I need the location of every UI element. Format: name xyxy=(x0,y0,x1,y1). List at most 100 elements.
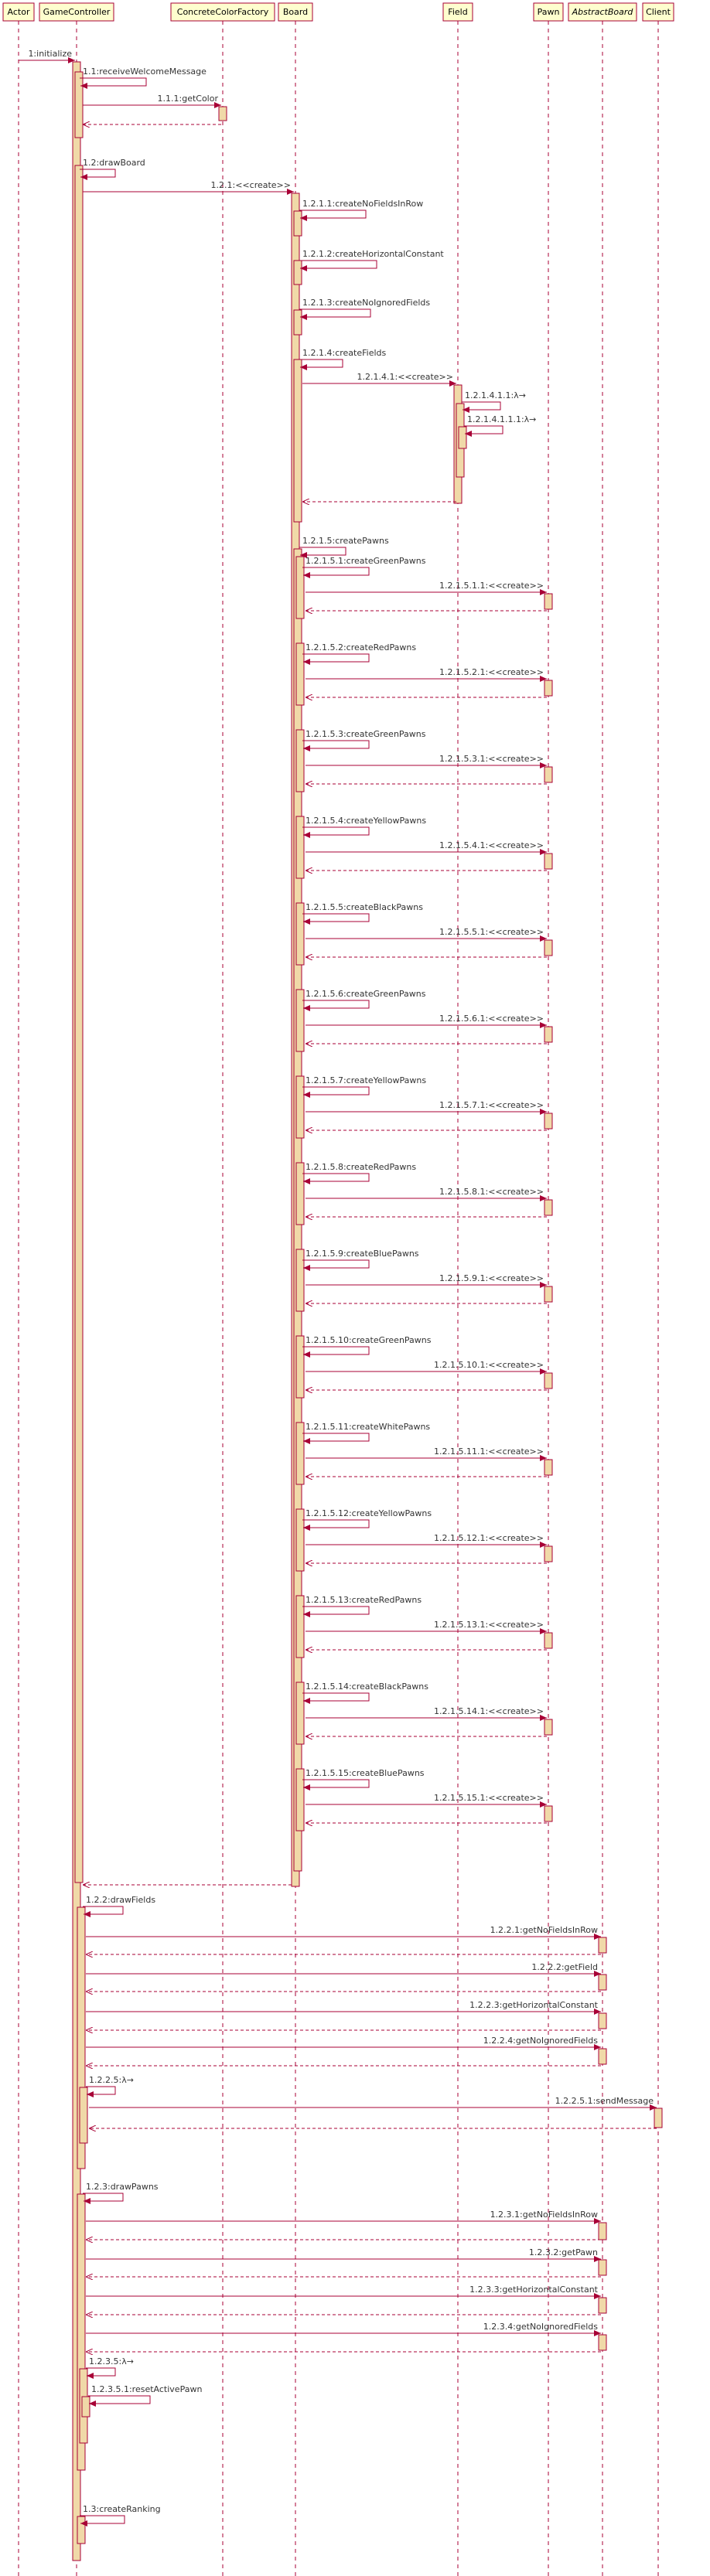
message-label: 1.2.3.2:getPawn xyxy=(529,2247,598,2257)
activation-bar xyxy=(544,1113,553,1130)
message-label: 1.2.1.5.10:createGreenPawns xyxy=(306,1335,432,1345)
activation-bar xyxy=(544,1459,553,1476)
self-message-arrow xyxy=(299,308,371,320)
self-message-arrow xyxy=(462,401,501,413)
message-label: 1.2.1.5.14:createBlackPawns xyxy=(306,1682,428,1692)
participant-label: GameController xyxy=(43,7,111,17)
activation-bar xyxy=(544,1199,553,1216)
self-message-arrow xyxy=(299,359,343,370)
activation-bar xyxy=(77,2193,86,2471)
participant-label: Client xyxy=(646,7,671,17)
message-label: 1.2.1.5.11:createWhitePawns xyxy=(306,1422,430,1432)
activation-bar xyxy=(293,359,302,523)
participant-label: AbstractBoard xyxy=(572,7,634,17)
activation-bar xyxy=(654,2107,663,2128)
activation-bar xyxy=(544,1026,553,1043)
participant-ab: AbstractBoard xyxy=(568,2,637,22)
participant-label: Pawn xyxy=(538,7,560,17)
participant-board: Board xyxy=(278,2,313,22)
activation-bar xyxy=(598,2048,607,2065)
message-label: 1.2.1.5.13:createRedPawns xyxy=(306,1595,422,1605)
message-label: 1.2.1.5.15.1:<<create>> xyxy=(434,1793,544,1803)
self-message-arrow xyxy=(302,1519,370,1531)
activation-bar xyxy=(295,816,305,879)
message-label: 1.2:drawBoard xyxy=(83,158,145,168)
activation-bar xyxy=(295,642,305,706)
activation-bar xyxy=(544,1372,553,1389)
activation-bar xyxy=(295,729,305,792)
message-label: 1.2.3.3:getHorizontalConstant xyxy=(469,2285,599,2295)
message-label: 1.2.3.4:getNoIgnoredFields xyxy=(483,2322,599,2332)
self-message-arrow xyxy=(302,567,370,578)
activation-bar xyxy=(598,1937,607,1954)
message-label: 1.2.1.3:createNoIgnoredFields xyxy=(302,298,430,308)
message-label: 1.2.1.5.1.1:<<create>> xyxy=(439,581,544,591)
message-label: 1.2.1.5.6:createGreenPawns xyxy=(306,989,426,999)
message-label: 1.2.1.5.8:createRedPawns xyxy=(306,1162,416,1172)
message-label: 1.2.1.5.2.1:<<create>> xyxy=(439,667,544,677)
participant-box xyxy=(533,2,564,22)
activation-bar xyxy=(77,2516,86,2544)
self-message-arrow xyxy=(302,913,370,925)
activation-bar xyxy=(295,1508,305,1572)
message-label: 1.2.1.5.7:createYellowPawns xyxy=(306,1075,426,1085)
activation-bar xyxy=(295,989,305,1052)
message-label: 1.2.1.5.14.1:<<create>> xyxy=(434,1706,544,1716)
activation-bar xyxy=(544,593,553,610)
participant-pawn: Pawn xyxy=(533,2,564,22)
self-message-arrow xyxy=(302,1000,370,1011)
message-label: 1.2.3.5:λ→ xyxy=(89,2356,134,2366)
self-message-arrow xyxy=(464,425,503,437)
activation-bar xyxy=(544,1286,553,1303)
message-label: 1.2.2.5.1:sendMessage xyxy=(555,2096,654,2106)
self-message-arrow xyxy=(302,1779,370,1791)
activation-bar xyxy=(544,1805,553,1822)
activation-bar xyxy=(598,2222,607,2240)
activation-bar xyxy=(598,2259,607,2276)
message-label: 1.1.1:getColor xyxy=(158,94,219,104)
self-message-arrow xyxy=(302,1259,370,1271)
message-label: 1.2.1.5.5:createBlackPawns xyxy=(306,902,423,912)
participant-box xyxy=(2,2,35,22)
message-label: 1.2.1.4.1.1.1:λ→ xyxy=(467,414,536,424)
message-label: 1.2.1.5.4:createYellowPawns xyxy=(306,816,426,826)
participant-client: Client xyxy=(642,2,674,22)
activation-bar xyxy=(293,210,302,237)
message-label: 1.2.1.4.1.1:λ→ xyxy=(465,390,526,400)
participant-label: Board xyxy=(283,7,308,17)
activation-bar xyxy=(544,1632,553,1649)
message-label: 1.2.1.5.11.1:<<create>> xyxy=(434,1446,544,1457)
message-label: 1.2.2.1:getNoFieldsInRow xyxy=(490,1925,598,1935)
self-message-arrow xyxy=(302,740,370,751)
activation-bar xyxy=(544,853,553,870)
participant-label: Field xyxy=(448,7,467,17)
self-message-arrow xyxy=(302,826,370,838)
message-label: 1.2.1.5.3.1:<<create>> xyxy=(439,754,544,764)
self-message-arrow xyxy=(302,1173,370,1184)
message-label: 1.1:receiveWelcomeMessage xyxy=(83,66,207,77)
self-message-arrow xyxy=(80,2515,125,2527)
message-label: 1.2.1.5.15:createBluePawns xyxy=(306,1768,425,1778)
activation-bar xyxy=(544,1545,553,1562)
self-message-arrow xyxy=(80,77,147,89)
activation-bar xyxy=(218,106,227,121)
self-message-arrow xyxy=(302,653,370,665)
message-label: 1.2.2:drawFields xyxy=(86,1895,155,1905)
activation-bar xyxy=(295,1075,305,1139)
message-label: 1.2.3.5.1:resetActivePawn xyxy=(91,2384,202,2394)
message-label: 1.2.1.5.9.1:<<create>> xyxy=(439,1273,544,1283)
message-label: 1.2.1.5.2:createRedPawns xyxy=(306,642,416,653)
activation-bar xyxy=(293,309,302,336)
activation-bar xyxy=(544,680,553,697)
self-message-arrow xyxy=(83,1906,124,1917)
participant-field: Field xyxy=(442,2,473,22)
activation-bar xyxy=(295,1768,305,1831)
participant-label: Actor xyxy=(8,7,30,17)
activation-bar xyxy=(74,165,84,1883)
activation-bar xyxy=(295,556,305,619)
activation-bar xyxy=(77,1906,86,2169)
self-message-arrow xyxy=(86,2367,116,2379)
self-message-arrow xyxy=(299,210,367,221)
participant-box xyxy=(642,2,674,22)
